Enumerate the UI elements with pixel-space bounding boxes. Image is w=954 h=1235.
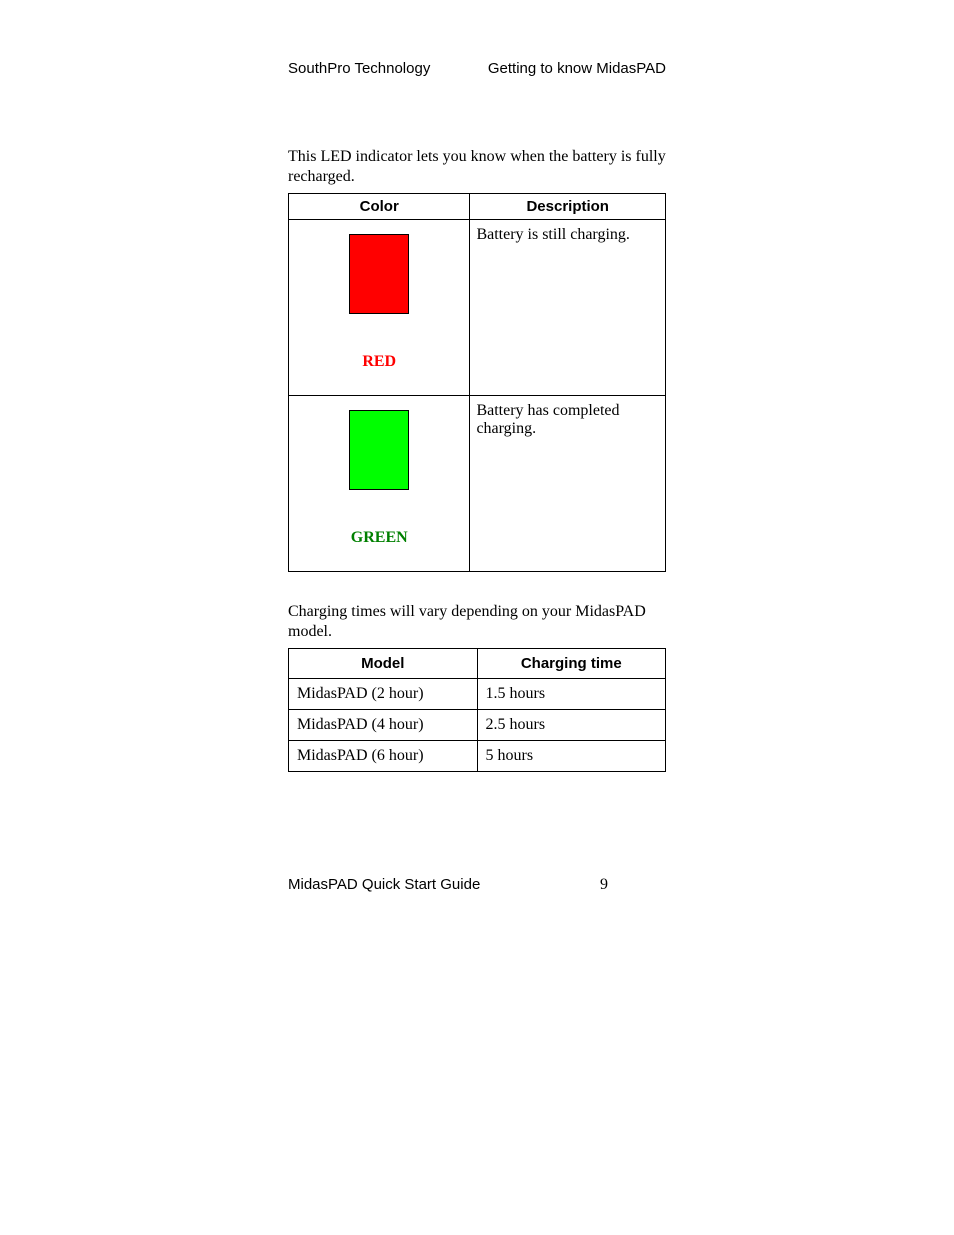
led-color-cell: GREEN [289,396,470,572]
page: SouthPro Technology Getting to know Mida… [0,0,954,1235]
time-cell: 2.5 hours [477,710,666,741]
model-cell: MidasPAD (4 hour) [289,710,478,741]
led-desc-cell: Battery is still charging. [470,220,666,396]
led-table-row: GREEN Battery has completed charging. [289,396,666,572]
model-table: Model Charging time MidasPAD (2 hour) 1.… [288,648,666,772]
led-header-color: Color [289,194,470,220]
model-table-row: MidasPAD (4 hour) 2.5 hours [289,710,666,741]
model-cell: MidasPAD (6 hour) [289,741,478,772]
led-header-desc: Description [470,194,666,220]
led-table-header-row: Color Description [289,194,666,220]
led-table: Color Description RED Battery is still c… [288,193,666,572]
led-label: RED [295,353,463,371]
page-header: SouthPro Technology Getting to know Mida… [288,60,666,77]
model-cell: MidasPAD (2 hour) [289,679,478,710]
intro-text-1: This LED indicator lets you know when th… [288,147,666,187]
model-header-model: Model [289,649,478,679]
time-cell: 5 hours [477,741,666,772]
page-footer: MidasPAD Quick Start Guide 9 [288,876,666,893]
led-label: GREEN [295,529,463,547]
led-swatch-green [349,410,409,490]
led-block: GREEN [295,400,463,567]
header-left: SouthPro Technology [288,60,430,77]
footer-title: MidasPAD Quick Start Guide [288,876,480,893]
model-header-time: Charging time [477,649,666,679]
led-desc-text: Battery has completed charging. [476,400,659,440]
led-table-row: RED Battery is still charging. [289,220,666,396]
led-color-cell: RED [289,220,470,396]
footer-page-number: 9 [600,876,608,894]
intro-text-2: Charging times will vary depending on yo… [288,602,666,642]
header-right: Getting to know MidasPAD [488,60,666,77]
model-table-row: MidasPAD (6 hour) 5 hours [289,741,666,772]
led-desc-cell: Battery has completed charging. [470,396,666,572]
led-block: RED [295,224,463,391]
model-table-row: MidasPAD (2 hour) 1.5 hours [289,679,666,710]
led-swatch-red [349,234,409,314]
led-desc-text: Battery is still charging. [476,224,659,246]
time-cell: 1.5 hours [477,679,666,710]
model-table-header-row: Model Charging time [289,649,666,679]
